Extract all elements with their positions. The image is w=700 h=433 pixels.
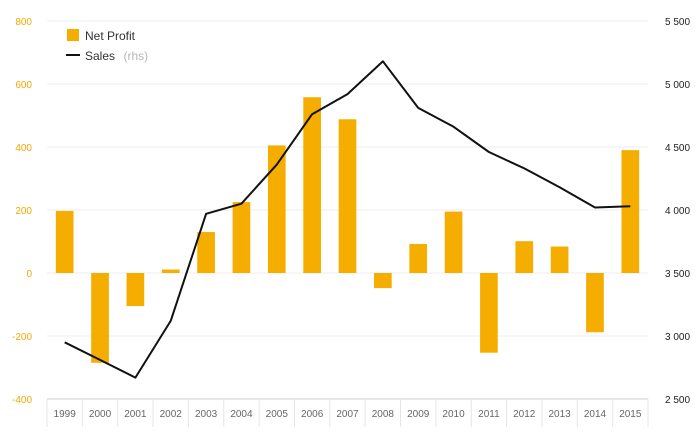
net-profit-bar-2000 (91, 273, 109, 363)
y-left-tick-label: 800 (15, 17, 32, 28)
y-right-tick-label: 5 000 (665, 80, 690, 91)
x-tick-label-2011: 2011 (478, 409, 500, 420)
net-profit-bar-2014 (586, 273, 604, 333)
net-profit-bar-2012 (515, 241, 534, 273)
legend: Net Profit Sales (rhs) (66, 29, 148, 64)
net-profit-bar-2001 (126, 273, 145, 307)
y-left-tick-label: 400 (15, 143, 32, 154)
x-tick-label-1999: 1999 (54, 409, 77, 420)
x-tick-label-2002: 2002 (160, 409, 183, 420)
y-axis-left: -400 -200 0 200 400 600 800 (12, 17, 32, 406)
y-right-tick-label: 3 500 (665, 269, 690, 280)
net-profit-bar-2010 (444, 211, 463, 273)
x-axis: 1999 2000 2001 2002 2003 2004 2005 2006 2007 2008… (46, 399, 649, 427)
x-tick-label-2010: 2010 (442, 409, 465, 420)
x-tick-label-2013: 2013 (548, 409, 571, 420)
y-left-tick-label: 0 (26, 269, 32, 280)
net-profit-bar-2013 (550, 246, 569, 273)
net-profit-bar-2003 (197, 232, 215, 273)
net-profit-bar-2005 (267, 145, 286, 273)
legend-label-net-profit: Net Profit (85, 29, 136, 43)
y-right-tick-label: 4 000 (665, 206, 690, 217)
net-profit-bar-2008 (374, 273, 392, 289)
y-left-tick-label: 200 (15, 206, 32, 217)
net-profit-bar-2004 (232, 202, 251, 273)
net-profit-bar-2007 (338, 119, 357, 273)
x-tick-label-2005: 2005 (266, 409, 289, 420)
legend-label-sales: Sales (rhs) (85, 47, 148, 64)
y-right-tick-label: 4 500 (665, 143, 690, 154)
net-profit-bar-2011 (480, 273, 498, 353)
x-tick-label-2009: 2009 (407, 409, 430, 420)
y-axis-right: 2 500 3 000 3 500 4 000 4 500 5 000 5 500 (665, 17, 690, 406)
net-profit-bar-1999 (55, 210, 74, 273)
x-tick-label-2004: 2004 (230, 409, 253, 420)
net-profit-bars (55, 97, 640, 363)
x-tick-label-2008: 2008 (372, 409, 395, 420)
net-profit-bar-2006 (303, 97, 321, 273)
x-tick-label-2014: 2014 (584, 409, 607, 420)
y-right-tick-label: 5 500 (665, 17, 690, 28)
x-tick-label-2012: 2012 (513, 409, 536, 420)
legend-swatch-net-profit (67, 29, 79, 41)
x-tick-label-2000: 2000 (89, 409, 112, 420)
legend-label-sales-name: Sales (85, 49, 115, 63)
x-tick-label-2001: 2001 (124, 409, 147, 420)
legend-label-sales-suffix: (rhs) (123, 49, 148, 63)
net-profit-bar-2009 (409, 244, 428, 273)
sales-line (64, 60, 631, 379)
net-profit-bar-2002 (161, 269, 180, 273)
x-tick-label-2006: 2006 (301, 409, 324, 420)
x-tick-label-2003: 2003 (195, 409, 218, 420)
y-right-tick-label: 3 000 (665, 332, 690, 343)
x-tick-label-2007: 2007 (336, 409, 359, 420)
y-right-tick-label: 2 500 (665, 395, 690, 406)
x-tick-label-2015: 2015 (619, 409, 642, 420)
net-profit-bar-2015 (621, 150, 640, 273)
y-left-tick-label: -400 (12, 395, 32, 406)
y-left-tick-label: 600 (15, 80, 32, 91)
y-left-tick-label: -200 (12, 332, 32, 343)
